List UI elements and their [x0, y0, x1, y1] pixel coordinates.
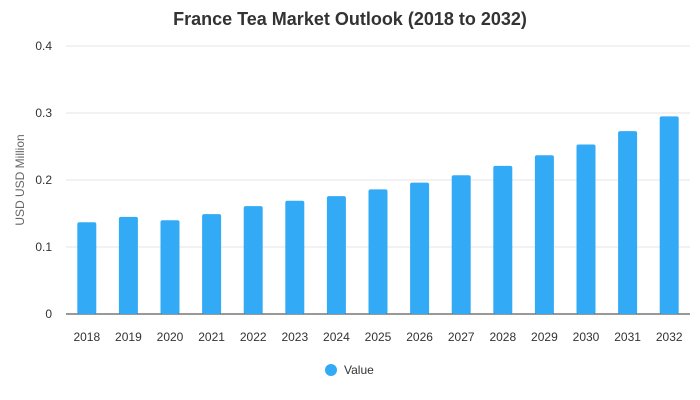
bars — [77, 116, 679, 314]
bar-2022[interactable] — [243, 206, 263, 314]
bar-2028[interactable] — [493, 165, 513, 314]
bar-2021[interactable] — [202, 214, 222, 314]
bar-2020[interactable] — [160, 220, 180, 314]
x-tick-label: 2024 — [323, 330, 350, 344]
y-tick-label: 0.4 — [35, 39, 52, 53]
y-tick-label: 0.1 — [35, 240, 52, 254]
bar-2032[interactable] — [659, 116, 679, 314]
x-tick-label: 2029 — [531, 330, 558, 344]
legend[interactable]: Value — [325, 363, 374, 377]
y-tick-label: 0.2 — [35, 173, 52, 187]
bar-2030[interactable] — [576, 144, 596, 314]
x-tick-label: 2018 — [73, 330, 100, 344]
bar-2024[interactable] — [326, 196, 346, 314]
legend-marker — [325, 364, 337, 376]
chart-title: France Tea Market Outlook (2018 to 2032) — [173, 9, 527, 29]
bar-2018[interactable] — [77, 222, 97, 314]
bar-2029[interactable] — [534, 155, 554, 314]
y-tick-label: 0.3 — [35, 106, 52, 120]
x-tick-label: 2019 — [115, 330, 142, 344]
bar-2026[interactable] — [410, 182, 430, 314]
bar-2025[interactable] — [368, 189, 388, 314]
x-tick-label: 2027 — [448, 330, 475, 344]
x-axis-ticks: 2018 2019 2020 2021 2022 2023 2024 2025 2026 2027… — [73, 330, 682, 344]
bar-2023[interactable] — [285, 200, 305, 314]
bar-2027[interactable] — [451, 175, 471, 314]
x-tick-label: 2025 — [365, 330, 392, 344]
x-tick-label: 2022 — [240, 330, 267, 344]
x-tick-label: 2028 — [489, 330, 516, 344]
bar-2019[interactable] — [118, 216, 138, 314]
x-tick-label: 2020 — [157, 330, 184, 344]
bar-2031[interactable] — [618, 131, 638, 314]
x-tick-label: 2032 — [656, 330, 683, 344]
y-axis-ticks: 0 0.1 0.2 0.3 0.4 — [35, 39, 52, 321]
x-tick-label: 2030 — [573, 330, 600, 344]
x-tick-label: 2023 — [281, 330, 308, 344]
x-tick-label: 2031 — [614, 330, 641, 344]
x-tick-label: 2026 — [406, 330, 433, 344]
y-tick-label: 0 — [45, 307, 52, 321]
y-axis-label: USD USD Million — [13, 134, 27, 225]
x-tick-label: 2021 — [198, 330, 225, 344]
legend-label-value: Value — [344, 363, 374, 377]
